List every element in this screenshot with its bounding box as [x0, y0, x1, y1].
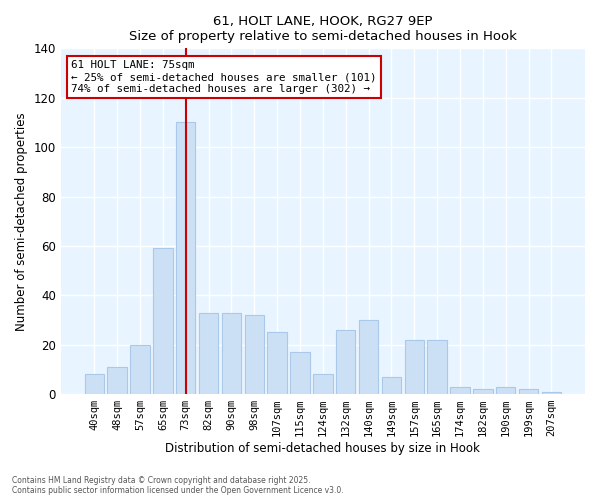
Bar [542, 392, 561, 394]
Text: 61 HOLT LANE: 75sqm
← 25% of semi-detached houses are smaller (101)
74% of semi-: 61 HOLT LANE: 75sqm ← 25% of semi-detach… [71, 60, 377, 94]
Bar [176, 122, 196, 394]
Bar [404, 340, 424, 394]
Bar [382, 377, 401, 394]
Bar [245, 315, 264, 394]
Title: 61, HOLT LANE, HOOK, RG27 9EP
Size of property relative to semi-detached houses : 61, HOLT LANE, HOOK, RG27 9EP Size of pr… [129, 15, 517, 43]
Bar [130, 344, 150, 394]
Bar [222, 312, 241, 394]
Bar [496, 386, 515, 394]
Text: Contains HM Land Registry data © Crown copyright and database right 2025.
Contai: Contains HM Land Registry data © Crown c… [12, 476, 344, 495]
Bar [268, 332, 287, 394]
X-axis label: Distribution of semi-detached houses by size in Hook: Distribution of semi-detached houses by … [166, 442, 481, 455]
Bar [427, 340, 447, 394]
Bar [336, 330, 355, 394]
Bar [85, 374, 104, 394]
Bar [313, 374, 332, 394]
Y-axis label: Number of semi-detached properties: Number of semi-detached properties [15, 112, 28, 330]
Bar [519, 389, 538, 394]
Bar [451, 386, 470, 394]
Bar [290, 352, 310, 394]
Bar [473, 389, 493, 394]
Bar [153, 248, 173, 394]
Bar [107, 367, 127, 394]
Bar [199, 312, 218, 394]
Bar [359, 320, 379, 394]
